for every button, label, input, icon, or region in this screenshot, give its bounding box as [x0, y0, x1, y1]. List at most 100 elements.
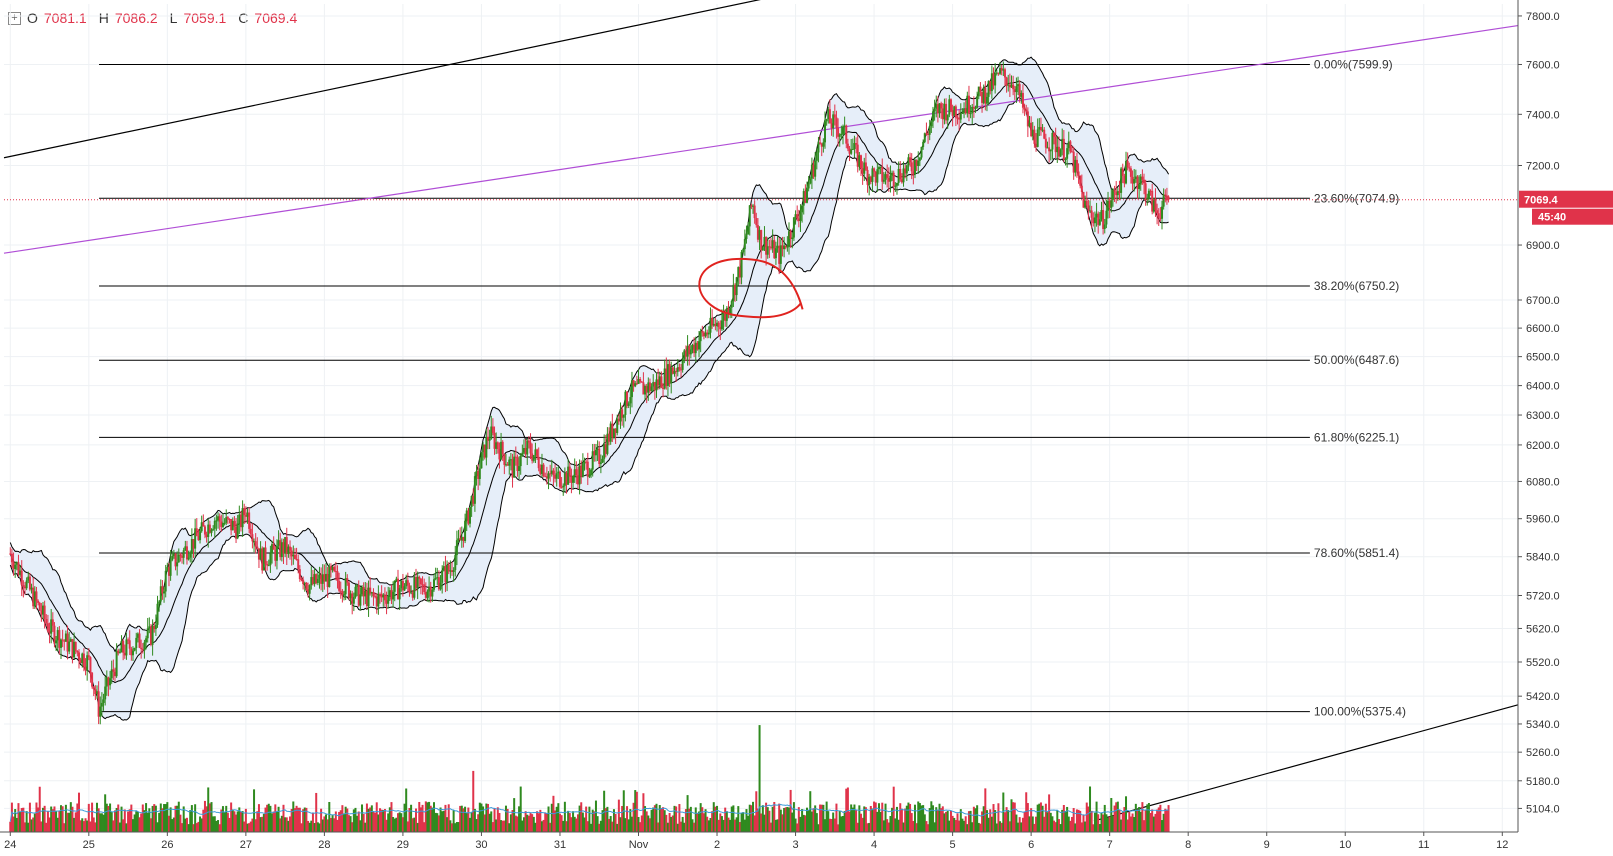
volume-bar — [1110, 798, 1113, 832]
volume-bar — [501, 820, 504, 832]
candle-body — [760, 230, 763, 251]
volume-bar — [1152, 816, 1155, 832]
trend-line — [3, 0, 761, 159]
candle-body — [652, 382, 655, 387]
candle-body — [130, 648, 133, 656]
volume-bar — [853, 804, 856, 832]
candle-body — [449, 570, 452, 572]
volume-bar — [426, 802, 429, 832]
candle-body — [84, 666, 87, 671]
volume-bar — [287, 820, 290, 832]
candle-body — [604, 444, 607, 454]
candle-body — [1128, 167, 1131, 169]
candle-body — [369, 587, 372, 594]
volume-bar — [500, 820, 503, 832]
candle-body — [87, 655, 90, 658]
candle-body — [707, 332, 710, 335]
volume-bar — [488, 813, 491, 832]
volume-bar — [254, 819, 257, 832]
time-axis-label: Nov — [629, 839, 649, 851]
volume-bar — [1018, 817, 1021, 832]
volume-bar — [131, 819, 134, 832]
volume-bar — [698, 811, 701, 832]
volume-bar — [159, 803, 162, 832]
volume-bar — [712, 802, 715, 832]
volume-bar — [439, 807, 442, 832]
volume-bar — [102, 814, 105, 832]
candle-body — [1036, 129, 1039, 147]
candle-body — [531, 453, 534, 461]
volume-bar — [271, 813, 274, 832]
close-value: 7069.4 — [254, 10, 298, 26]
volume-bar — [1149, 812, 1152, 832]
volume-bar — [657, 822, 660, 832]
volume-bar — [632, 802, 635, 832]
candle-body — [717, 322, 720, 327]
volume-bar — [895, 806, 898, 832]
volume-bar — [145, 803, 148, 832]
volume-bar — [125, 823, 128, 832]
candle-body — [40, 610, 43, 615]
volume-bar — [670, 816, 673, 832]
volume-bar — [1090, 810, 1093, 832]
candle-body — [1113, 190, 1116, 192]
volume-bar — [1033, 823, 1036, 832]
volume-bar — [478, 802, 481, 832]
candle-body — [45, 619, 48, 624]
candle-body — [1012, 84, 1015, 90]
volume-bar — [1093, 812, 1096, 832]
candle-body — [550, 470, 553, 474]
volume-bar — [922, 805, 925, 832]
volume-bar — [1085, 802, 1088, 832]
volume-bar — [107, 805, 110, 832]
candle-body — [267, 565, 270, 567]
candle-body — [562, 485, 565, 488]
volume-bar — [30, 819, 33, 832]
volume-bar — [112, 820, 115, 832]
candle-body — [653, 382, 656, 391]
legend-toggle-icon[interactable]: + — [8, 11, 21, 25]
candle-body — [163, 591, 166, 594]
candle-body — [501, 441, 504, 455]
candle-body — [280, 542, 283, 558]
volume-bar — [419, 807, 422, 832]
volume-bar — [740, 813, 743, 832]
volume-bar — [437, 815, 440, 832]
candle-body — [290, 550, 293, 557]
candle-body — [660, 376, 663, 389]
volume-bar — [1079, 810, 1082, 832]
volume-bar — [1013, 802, 1016, 832]
price-axis-label: 6400.0 — [1526, 381, 1560, 393]
price-axis-label: 5420.0 — [1526, 691, 1560, 703]
candle-body — [388, 590, 391, 597]
volume-bar — [735, 817, 738, 832]
volume-bar — [241, 811, 244, 832]
volume-bar — [51, 809, 54, 832]
candle-body — [918, 157, 921, 161]
volume-bar — [856, 822, 859, 832]
volume-bar — [172, 817, 175, 832]
candle-body — [567, 466, 570, 485]
candle-body — [253, 541, 256, 543]
volume-bar — [325, 814, 328, 832]
volume-bar — [82, 821, 85, 832]
candle-body — [73, 641, 76, 658]
volume-bar — [822, 804, 825, 832]
candle-body — [385, 600, 388, 604]
candle-body — [900, 179, 903, 183]
candle-body — [141, 649, 144, 651]
candle-body — [269, 553, 272, 566]
volume-bar — [298, 807, 301, 832]
candle-body — [1021, 92, 1024, 108]
volume-bar — [146, 812, 149, 832]
candle-body — [534, 449, 537, 456]
volume-bar — [678, 804, 681, 832]
candle-body — [284, 537, 287, 554]
candle-body — [439, 582, 442, 590]
candle-body — [128, 640, 131, 649]
volume-bar — [889, 816, 892, 832]
candle-body — [716, 322, 719, 327]
candle-body — [138, 633, 141, 648]
volume-bar — [977, 822, 980, 832]
